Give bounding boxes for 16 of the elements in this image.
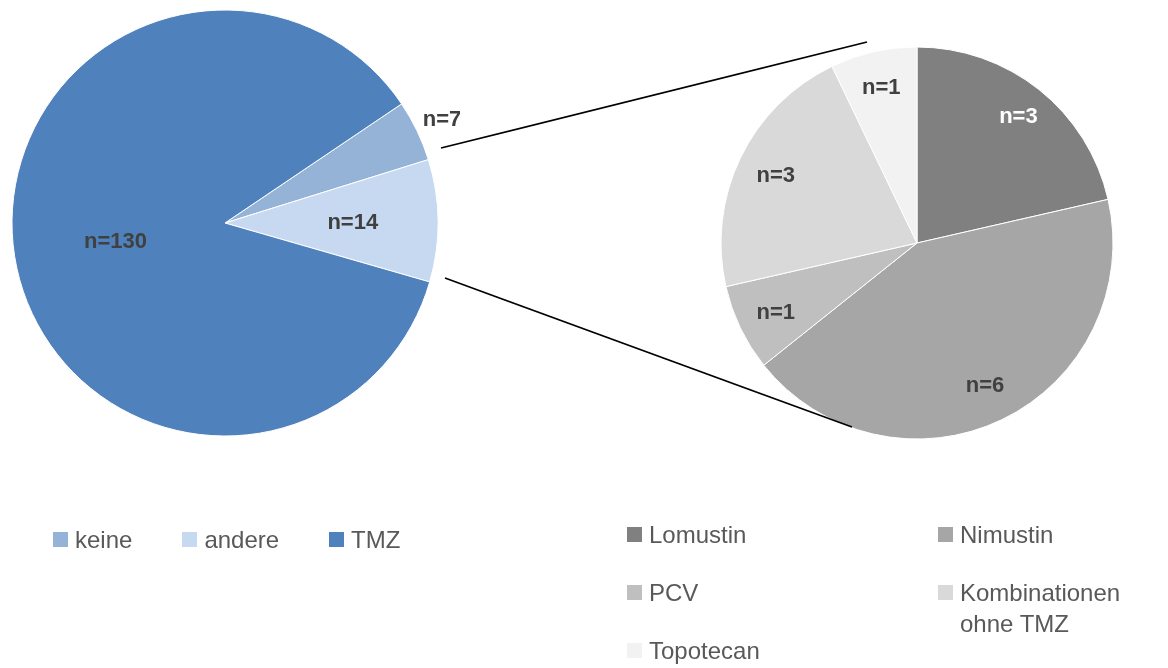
legend-label: Lomustin [649, 520, 747, 550]
legend-label: Topotecan [649, 636, 760, 666]
data-label: n=6 [965, 371, 1005, 397]
data-label: n=3 [756, 162, 795, 188]
data-label: n=14 [327, 209, 379, 235]
data-label: n=7 [422, 106, 462, 132]
data-label: n=1 [756, 298, 795, 324]
legend-label: TMZ [351, 525, 401, 555]
data-label: n=130 [84, 227, 148, 253]
legend-label: Kombinationen ohne TMZ [960, 578, 1122, 639]
legend-label: PCV [649, 578, 699, 608]
data-label: n=1 [861, 73, 901, 99]
legend-label: keine [75, 525, 133, 555]
data-label: n=3 [999, 103, 1038, 129]
legend-label: Nimustin [960, 520, 1054, 550]
legend-label: andere [204, 525, 280, 555]
